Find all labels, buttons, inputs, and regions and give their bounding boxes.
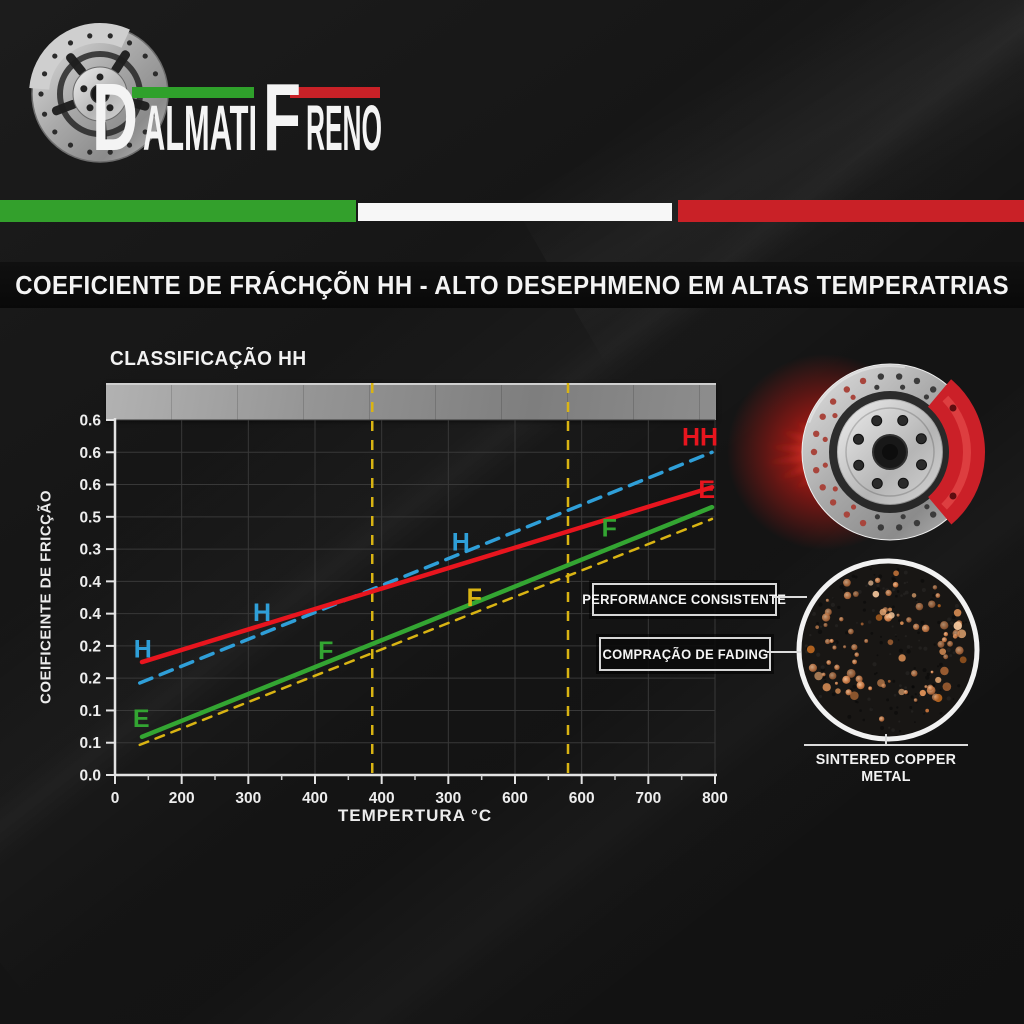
y-tick-label: 0.0	[79, 768, 101, 785]
flag-stripe-red	[678, 200, 1024, 222]
caption-rule	[804, 744, 968, 746]
caption-tick	[885, 734, 887, 744]
x-tick-label: 400	[302, 790, 328, 807]
y-tick-label: 0.6	[79, 445, 101, 462]
x-tick-label: 800	[702, 790, 728, 807]
series-line-red-solid	[139, 484, 715, 665]
flag-stripe-white	[358, 203, 672, 221]
brake-disc-icon	[727, 354, 985, 550]
series-line-green-solid	[139, 504, 715, 740]
fading-label: COMPRAÇÃO DE FADING	[601, 646, 769, 662]
flag-stripe-green	[0, 200, 356, 222]
series-code-label: F	[318, 637, 333, 665]
performance-connector-line	[773, 596, 807, 598]
y-tick-label: 0.2	[79, 638, 101, 655]
logo-text-almati: ALMATI	[143, 92, 257, 164]
title-banner: COEFICIENTE DE FRÁCHÇÕN HH - ALTO DESEPH…	[0, 262, 1024, 308]
x-tick-label: 400	[369, 790, 395, 807]
y-tick-label: 0.6	[79, 413, 101, 430]
series-code-label: H	[452, 529, 470, 557]
x-axis-title: TEMPERTURA °C	[337, 806, 493, 825]
brand-wordmark: D ALMATI F RENO	[92, 64, 382, 171]
fading-callout: COMPRAÇÃO DE FADING	[599, 637, 771, 671]
series-code-label: HH	[682, 423, 718, 451]
y-tick-label: 0.3	[79, 542, 101, 559]
y-tick-label: 0.1	[79, 703, 101, 720]
y-tick-label: 0.6	[79, 477, 101, 494]
y-tick-label: 0.1	[79, 735, 101, 752]
brake-caliper-icon	[795, 357, 985, 547]
series-code-label: H	[134, 636, 152, 664]
logo-text-reno: RENO	[306, 92, 382, 164]
series-line-blue-dashed	[138, 450, 714, 685]
x-tick-label: 300	[435, 790, 461, 807]
logo-red-bar	[290, 87, 380, 98]
x-tick-label: 600	[569, 790, 595, 807]
x-tick-label: 300	[235, 790, 261, 807]
y-tick-label: 0.5	[79, 509, 101, 526]
series-line-yellow-dashed	[138, 517, 714, 747]
x-tick-label: 0	[111, 790, 120, 807]
y-tick-label: 0.4	[79, 606, 101, 623]
sintered-texture-icon	[796, 558, 980, 742]
friction-chart: 0.6 0.6 0.6 0.5 0.3 0.4 0.4 0.2 0.2 0.1 0.1 0.0 0 200…	[79, 383, 728, 807]
x-tick-label: 200	[169, 790, 195, 807]
performance-label: PERFORMANCE CONSISTENTE	[582, 592, 787, 607]
series-code-label: F	[602, 515, 617, 543]
y-tick-label: 0.4	[79, 574, 101, 591]
series-code-label: H	[253, 599, 271, 627]
texture-caption: SINTERED COPPER METAL	[815, 751, 957, 785]
bolt-holes	[852, 414, 928, 490]
classification-band	[106, 383, 716, 420]
x-tick-label: 700	[635, 790, 661, 807]
chart-title: CLASSIFICAÇÃO HH	[110, 348, 307, 370]
x-tick-label: 600	[502, 790, 528, 807]
y-tick-label: 0.2	[79, 671, 101, 688]
series-code-label: E	[133, 705, 150, 733]
series-code-label: F	[467, 584, 482, 612]
logo-letter-f: F	[263, 64, 301, 171]
page-title: COEFICIENTE DE FRÁCHÇÕN HH - ALTO DESEPH…	[15, 269, 1009, 300]
logo-green-bar	[132, 87, 254, 98]
fading-connector-line	[767, 651, 801, 653]
series-code-label: E	[698, 476, 715, 504]
performance-callout: PERFORMANCE CONSISTENTE	[583, 583, 786, 616]
logo-letter-d: D	[92, 64, 138, 171]
